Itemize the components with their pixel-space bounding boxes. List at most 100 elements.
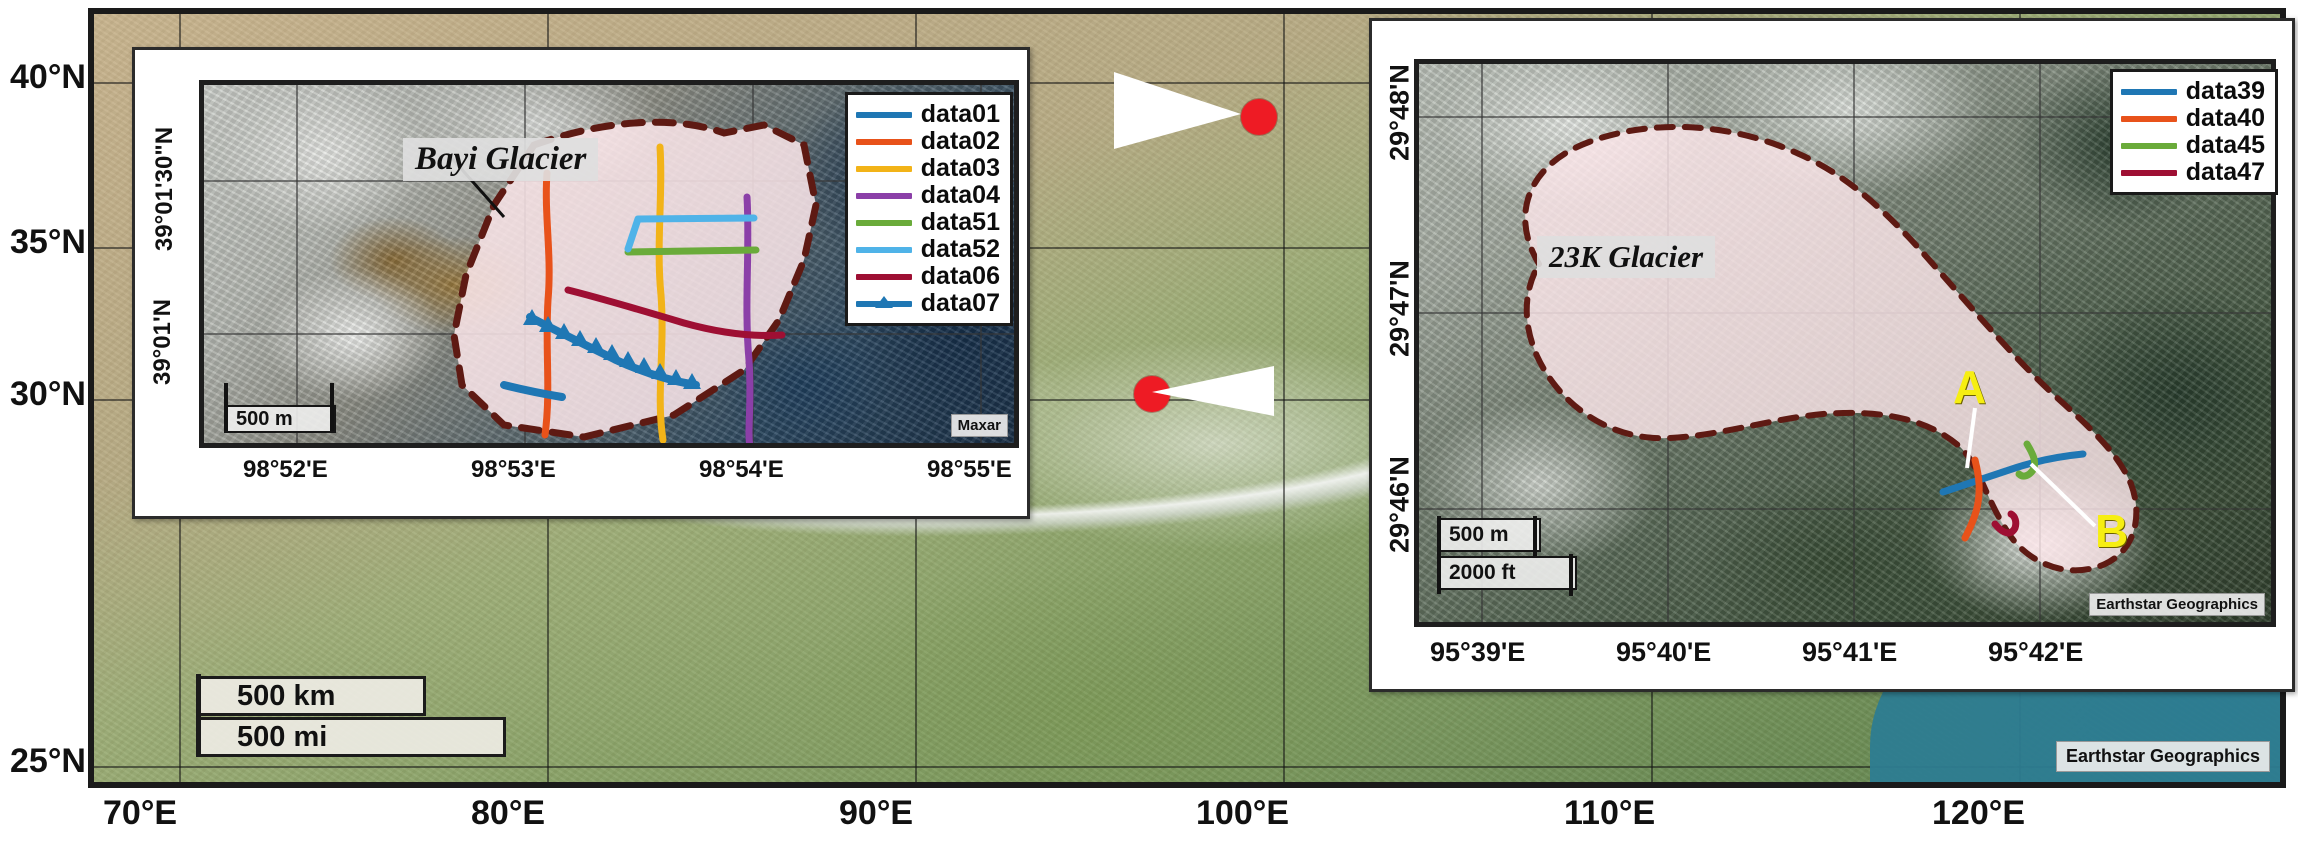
legend-swatch-data04 xyxy=(855,192,912,199)
legend-label: data47 xyxy=(2185,158,2265,186)
legend-swatch-data47 xyxy=(2120,169,2177,176)
bayi-x-tick: 98°53'E xyxy=(471,456,556,483)
main-x-tick: 110°E xyxy=(1564,794,1656,832)
23k-inset-attribution: Earthstar Geographics xyxy=(2089,593,2265,616)
bayi-x-tick: 98°54'E xyxy=(699,456,784,483)
legend-swatch-data52 xyxy=(855,246,912,253)
legend-label: data01 xyxy=(920,100,1000,128)
track-data07-tail xyxy=(500,381,566,401)
triangle-marker-icon xyxy=(874,295,893,308)
legend-swatch-data40 xyxy=(2120,115,2177,122)
point-label-a: A xyxy=(1953,361,1987,413)
scale-bar-mi: 500 mi xyxy=(196,717,506,757)
23k-inset-legend: data39 data40 data45 data47 xyxy=(2109,69,2278,195)
bayi-y-tick: 39°01'30"N xyxy=(151,126,178,252)
bayi-inset-attribution: Maxar xyxy=(950,414,1008,437)
legend-label: data03 xyxy=(920,154,1000,182)
main-x-tick: 80°E xyxy=(471,794,546,832)
track-data40 xyxy=(1961,456,1983,542)
scale-bar-2000ft: 2000 ft xyxy=(1437,556,1577,590)
23k-x-tick: 95°40'E xyxy=(1616,637,1712,667)
legend-swatch-data39 xyxy=(2120,88,2177,95)
inset-graticule-horizontal xyxy=(1419,116,2271,118)
site-marker-bayi-glacier[interactable] xyxy=(1241,99,1277,135)
main-y-tick: 30°N xyxy=(10,375,86,413)
legend-item: data04 xyxy=(855,181,1000,209)
legend-item: data39 xyxy=(2120,77,2265,105)
legend-swatch-data51 xyxy=(855,219,912,226)
main-x-tick: 120°E xyxy=(1932,794,2026,832)
main-y-tick: 25°N xyxy=(10,742,86,780)
bayi-inset-legend: data01 data02 data03 data04 data51 data5… xyxy=(844,92,1013,326)
inset-leader-lines xyxy=(1114,72,1274,416)
inset-graticule-horizontal xyxy=(1419,508,2271,510)
legend-swatch-data45 xyxy=(2120,142,2177,149)
23k-x-tick: 95°41'E xyxy=(1802,637,1898,667)
legend-label: data39 xyxy=(2185,77,2265,105)
track-data52 xyxy=(624,214,758,253)
23k-y-tick: 29°46'N xyxy=(1384,456,1415,553)
legend-item: data06 xyxy=(855,262,1000,290)
main-scale-bar-group: 500 km 500 mi xyxy=(196,674,506,759)
inset-graticule-vertical xyxy=(296,85,298,443)
23k-glacier-name-label: 23K Glacier xyxy=(1537,236,1716,278)
legend-swatch-data02 xyxy=(855,138,912,145)
legend-item: data45 xyxy=(2120,131,2265,159)
bayi-glacier-inset-panel[interactable]: 500 m Maxar Bayi Glacier data01 data02 d… xyxy=(132,47,1030,519)
bayi-x-tick: 98°52'E xyxy=(243,456,328,483)
track-data03 xyxy=(655,143,667,443)
main-map-attribution: Earthstar Geographics xyxy=(2055,741,2270,772)
bayi-inset-scale-bar: 500 m xyxy=(224,383,336,433)
track-data06 xyxy=(564,286,786,339)
23k-glacier-inset-panel[interactable]: A B 23K Glacier 500 m 2000 ft Earthstar … xyxy=(1369,18,2295,692)
bayi-glacier-overlay xyxy=(447,118,820,443)
graticule-line-vertical xyxy=(1283,14,1285,782)
bayi-x-tick: 98°55'E xyxy=(927,456,1012,483)
inset-graticule-vertical xyxy=(2039,64,2041,622)
track-data51 xyxy=(624,246,760,256)
track-data47 xyxy=(1991,510,2020,537)
scale-bar-500m: 500 m xyxy=(224,405,336,433)
track-data07-markers xyxy=(523,309,701,389)
23k-x-tick: 95°39'E xyxy=(1430,637,1526,667)
legend-item: data07 xyxy=(855,289,1000,317)
legend-item: data40 xyxy=(2120,104,2265,132)
glacier-outline xyxy=(1522,123,2140,574)
legend-item: data01 xyxy=(855,100,1000,128)
graticule-line-horizontal xyxy=(94,399,2280,401)
legend-item: data02 xyxy=(855,127,1000,155)
point-label-b: B xyxy=(2095,505,2129,557)
inset-graticule-vertical xyxy=(1481,64,1483,622)
track-data45 xyxy=(2015,440,2039,480)
main-x-tick: 100°E xyxy=(1196,794,1290,832)
23k-inset-scale-bar-group: 500 m 2000 ft xyxy=(1437,504,1577,596)
legend-label: data02 xyxy=(920,127,1000,155)
legend-item: data47 xyxy=(2120,158,2265,186)
graticule-line-horizontal xyxy=(94,82,2280,84)
leader-line-a xyxy=(1965,407,1977,469)
legend-swatch-data06 xyxy=(855,273,912,280)
legend-swatch-data01 xyxy=(855,111,912,118)
main-x-tick: 70°E xyxy=(103,794,178,832)
legend-label: data04 xyxy=(920,181,1000,209)
graticule-line-horizontal xyxy=(94,766,2280,768)
legend-label: data07 xyxy=(920,289,1000,317)
legend-label: data45 xyxy=(2185,131,2265,159)
main-y-tick: 35°N xyxy=(10,223,86,261)
track-data04 xyxy=(743,193,754,443)
23k-y-tick: 29°47'N xyxy=(1384,260,1415,357)
legend-label: data06 xyxy=(920,262,1000,290)
legend-item: data52 xyxy=(855,236,1000,263)
leader-line-b xyxy=(2029,462,2097,528)
bayi-y-tick: 39°01'N xyxy=(149,298,176,386)
main-y-tick: 40°N xyxy=(10,58,86,96)
legend-swatch-data03 xyxy=(855,165,912,172)
legend-item: data03 xyxy=(855,154,1000,182)
legend-label: data51 xyxy=(920,208,1000,236)
scale-bar-km: 500 km xyxy=(196,676,426,716)
23k-y-tick: 29°48'N xyxy=(1384,64,1415,161)
legend-label: data40 xyxy=(2185,104,2265,132)
bayi-glacier-name-label: Bayi Glacier xyxy=(403,138,599,181)
legend-item: data51 xyxy=(855,208,1000,236)
